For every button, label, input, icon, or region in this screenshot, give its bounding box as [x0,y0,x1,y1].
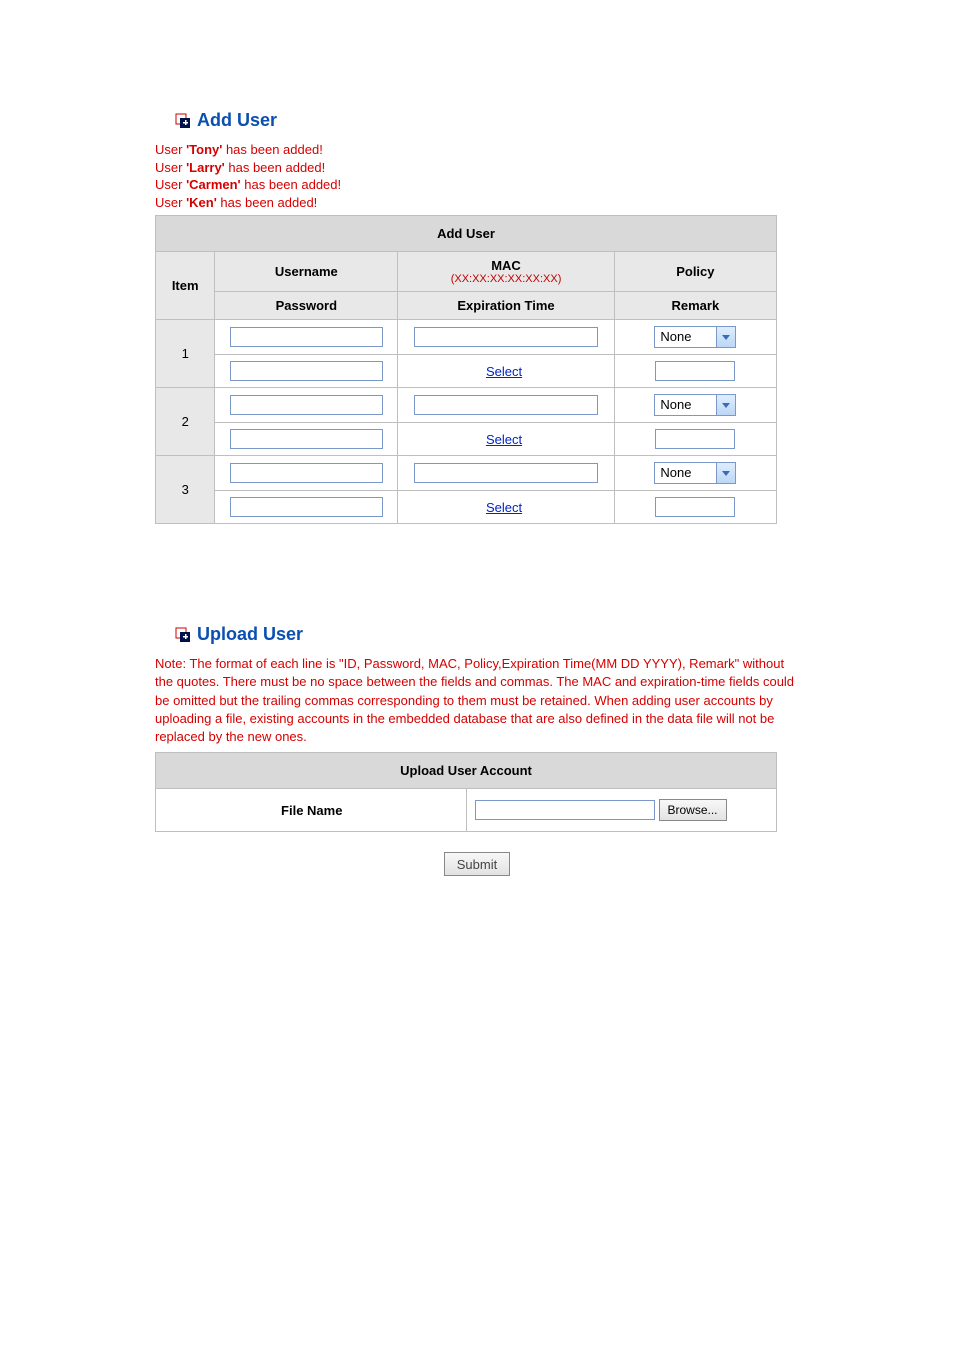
policy-select[interactable]: None [654,326,736,348]
col-expiration: Expiration Time [398,292,614,320]
upload-user-icon [175,627,191,643]
file-name-label: File Name [156,789,467,832]
row-index: 1 [156,320,215,388]
add-user-header: Add User [175,110,799,131]
chevron-down-icon [716,327,735,347]
upload-user-title: Upload User [197,624,303,645]
table-title: Add User [156,216,777,252]
remark-input[interactable] [655,429,735,449]
username-input[interactable] [230,463,383,483]
table-row: Select [156,491,777,524]
col-remark: Remark [614,292,776,320]
chevron-down-icon [716,463,735,483]
row-index: 2 [156,388,215,456]
upload-user-header: Upload User [175,624,799,645]
mac-input[interactable] [414,327,597,347]
status-message: User 'Larry' has been added! [155,159,799,177]
table-row: Select [156,423,777,456]
policy-select[interactable]: None [654,462,736,484]
expiration-select-link[interactable]: Select [486,364,522,379]
add-user-title: Add User [197,110,277,131]
username-input[interactable] [230,395,383,415]
col-mac: MAC (XX:XX:XX:XX:XX:XX) [398,252,614,292]
row-index: 3 [156,456,215,524]
upload-table-title: Upload User Account [156,753,777,789]
password-input[interactable] [230,497,383,517]
add-user-icon [175,113,191,129]
mac-input[interactable] [414,463,597,483]
col-item: Item [156,252,215,320]
upload-note: Note: The format of each line is "ID, Pa… [155,655,799,746]
mac-input[interactable] [414,395,597,415]
status-message: User 'Carmen' has been added! [155,176,799,194]
status-messages: User 'Tony' has been added! User 'Larry'… [155,141,799,211]
table-row: Select [156,355,777,388]
table-row: 1 None [156,320,777,355]
chevron-down-icon [716,395,735,415]
col-password: Password [215,292,398,320]
username-input[interactable] [230,327,383,347]
table-row: 2 None [156,388,777,423]
status-message: User 'Ken' has been added! [155,194,799,212]
remark-input[interactable] [655,361,735,381]
col-username: Username [215,252,398,292]
submit-button[interactable]: Submit [444,852,510,876]
status-message: User 'Tony' has been added! [155,141,799,159]
password-input[interactable] [230,429,383,449]
expiration-select-link[interactable]: Select [486,432,522,447]
col-policy: Policy [614,252,776,292]
password-input[interactable] [230,361,383,381]
browse-button[interactable]: Browse... [659,799,727,821]
upload-user-table: Upload User Account File Name Browse... [155,752,777,832]
file-name-input[interactable] [475,800,655,820]
policy-select[interactable]: None [654,394,736,416]
mac-format-hint: (XX:XX:XX:XX:XX:XX) [406,273,605,285]
add-user-table: Add User Item Username MAC (XX:XX:XX:XX:… [155,215,777,524]
remark-input[interactable] [655,497,735,517]
expiration-select-link[interactable]: Select [486,500,522,515]
table-row: 3 None [156,456,777,491]
